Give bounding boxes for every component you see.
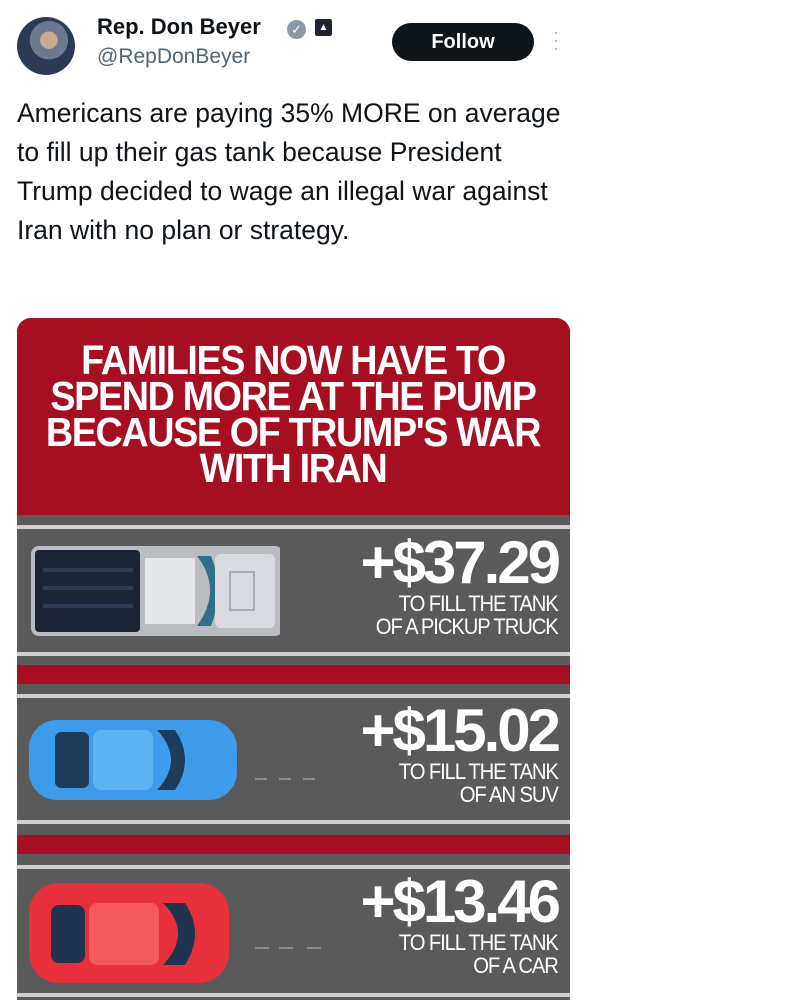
infographic-headline: FAMILIES NOW HAVE TO SPEND MORE AT THE P… <box>45 337 542 491</box>
caption-suv: TO FILL THE TANK OF AN SUV <box>399 759 559 807</box>
caption-line: OF A PICKUP TRUCK <box>376 614 559 639</box>
author-name[interactable]: Rep. Don Beyer <box>97 14 261 39</box>
amount-suv: +$15.02 <box>360 697 561 764</box>
lane-car: +$13.46 TO FILL THE TANK OF A CAR <box>17 869 570 991</box>
suv-icon <box>29 720 237 800</box>
infographic-image[interactable]: FAMILIES NOW HAVE TO SPEND MORE AT THE P… <box>17 318 570 1000</box>
lane-suv: +$15.02 TO FILL THE TANK OF AN SUV <box>17 698 570 820</box>
more-vertical-icon[interactable]: · · · <box>553 22 559 58</box>
caption-line: TO FILL THE TANK <box>399 930 559 955</box>
lane-pickup: +$37.29 TO FILL THE TANK OF A PICKUP TRUC… <box>17 530 570 652</box>
lane-line <box>17 820 570 824</box>
caption-line: TO FILL THE TANK <box>399 591 559 616</box>
caption-line: OF A CAR <box>473 953 559 978</box>
lane-line <box>17 694 570 698</box>
lane-line <box>17 865 570 869</box>
lane-line <box>17 993 570 997</box>
amount-car: +$13.46 <box>360 868 561 935</box>
tweet-text: Americans are paying 35% MORE on average… <box>17 98 561 245</box>
government-capitol-icon: ▲ <box>315 19 332 36</box>
verified-badge-icon: ✓ <box>287 20 306 39</box>
amount-pickup: +$37.29 <box>360 529 561 596</box>
caption-pickup: TO FILL THE TANK OF A PICKUP TRUCK <box>376 591 559 639</box>
pickup-truck-icon <box>31 546 280 636</box>
red-band <box>17 835 570 854</box>
author-handle[interactable]: @RepDonBeyer <box>97 45 251 68</box>
caption-car: TO FILL THE TANK OF A CAR <box>399 930 559 978</box>
car-icon <box>29 883 229 983</box>
lane-line <box>17 652 570 656</box>
red-band <box>17 665 570 684</box>
infographic-header: FAMILIES NOW HAVE TO SPEND MORE AT THE P… <box>17 318 570 515</box>
follow-button[interactable]: Follow <box>392 23 534 61</box>
caption-line: TO FILL THE TANK <box>399 759 559 784</box>
avatar[interactable] <box>17 17 75 75</box>
caption-line: OF AN SUV <box>459 782 559 807</box>
lane-line <box>17 525 570 529</box>
